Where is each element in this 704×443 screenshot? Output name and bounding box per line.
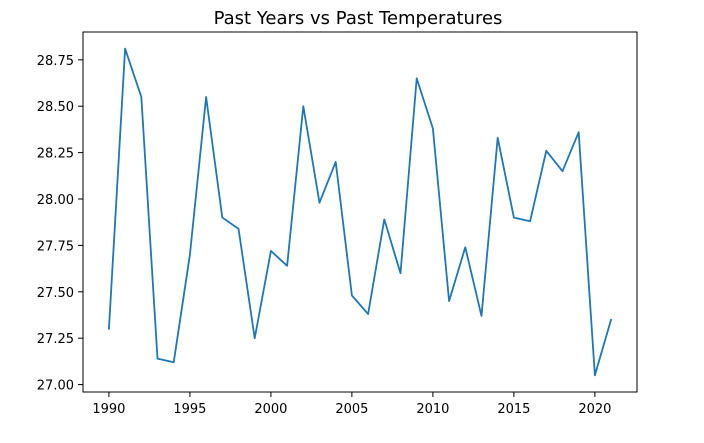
series-group <box>108 47 612 377</box>
y-tick-label: 28.50 <box>37 100 74 115</box>
plot-frame <box>82 31 638 393</box>
series-line <box>108 47 612 377</box>
x-tick-label: 2020 <box>578 402 611 417</box>
y-tick-label: 28.00 <box>37 193 74 208</box>
chart-title: Past Years vs Past Temperatures <box>214 8 503 29</box>
x-axis: 1990 1995 2000 2005 2010 2015 2020 <box>92 392 611 417</box>
y-tick-label: 28.25 <box>37 147 74 162</box>
x-tick-label: 1990 <box>92 402 125 417</box>
y-tick-label: 27.75 <box>37 239 74 254</box>
x-tick-label: 2005 <box>335 402 368 417</box>
x-tick-label: 2000 <box>254 402 287 417</box>
y-tick-label: 27.25 <box>37 332 74 347</box>
y-tick-label: 27.00 <box>37 379 74 394</box>
x-tick-label: 2010 <box>416 402 449 417</box>
y-tick-label: 28.75 <box>37 54 74 69</box>
x-tick-label: 2015 <box>497 402 530 417</box>
x-tick-label: 1995 <box>173 402 206 417</box>
y-axis: 27.00 27.25 27.50 27.75 28.00 28.25 28.50 28.75 <box>37 54 83 394</box>
y-tick-label: 27.50 <box>37 286 74 301</box>
